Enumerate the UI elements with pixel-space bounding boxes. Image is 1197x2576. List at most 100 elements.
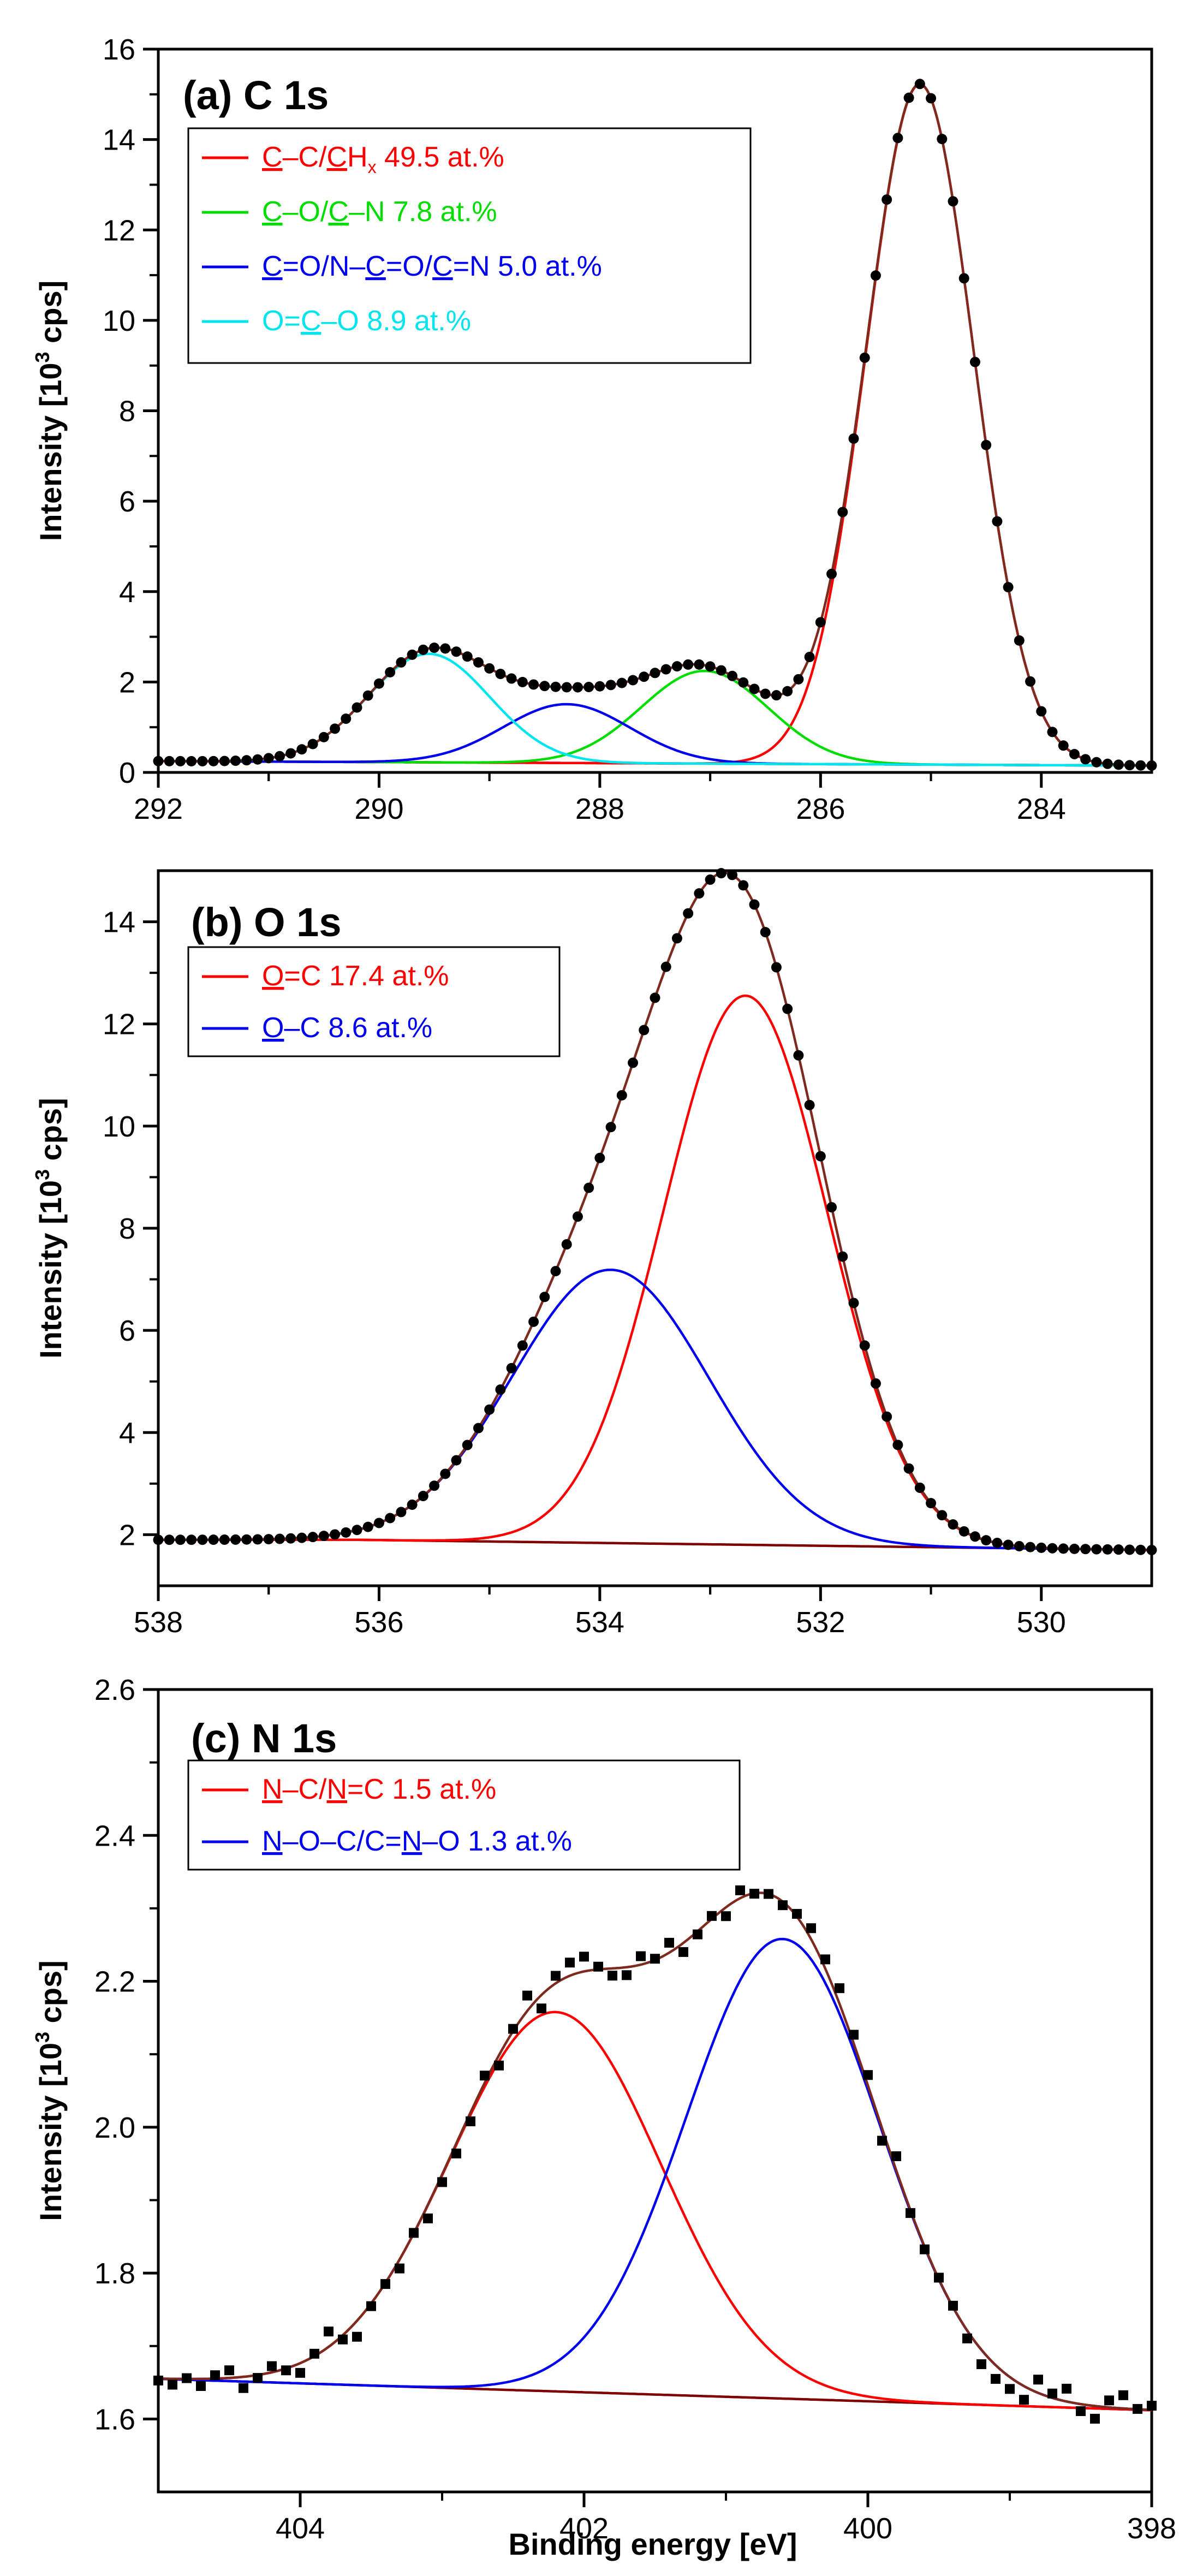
data-point xyxy=(650,992,660,1003)
data-point xyxy=(749,683,760,694)
legend-label: N–O–C/C=N–O 1.3 at.% xyxy=(262,1825,572,1857)
data-point xyxy=(330,1529,341,1540)
data-point xyxy=(296,744,307,755)
data-point xyxy=(462,651,473,662)
data-point xyxy=(285,748,296,759)
y-axis-title: Intensity [103 cps] xyxy=(31,1960,68,2221)
data-point xyxy=(782,1003,793,1014)
data-point xyxy=(863,2070,873,2080)
data-point xyxy=(948,2300,958,2311)
data-point xyxy=(926,93,937,104)
data-point xyxy=(517,1340,528,1351)
x-tick-label: 536 xyxy=(354,1606,403,1639)
x-tick-label: 530 xyxy=(1017,1606,1066,1639)
data-point xyxy=(1090,2413,1100,2424)
data-point xyxy=(175,1534,186,1545)
data-point xyxy=(727,870,738,881)
data-point xyxy=(175,755,186,766)
data-point xyxy=(628,1057,639,1068)
data-point xyxy=(537,2003,546,2014)
data-point xyxy=(992,516,1003,527)
data-point xyxy=(330,723,341,734)
component-line xyxy=(158,1268,1152,1551)
data-point xyxy=(561,682,572,693)
data-point xyxy=(409,2228,419,2238)
data-point xyxy=(958,273,969,284)
data-point xyxy=(362,690,373,701)
data-point xyxy=(804,651,815,662)
panel-title: (c) N 1s xyxy=(191,1716,337,1761)
data-point xyxy=(892,1439,903,1450)
data-point xyxy=(1014,635,1025,646)
data-point xyxy=(506,673,517,684)
component-line xyxy=(158,703,1152,767)
data-point xyxy=(480,2071,490,2081)
data-point xyxy=(815,1151,826,1162)
data-point xyxy=(870,1378,881,1389)
data-point xyxy=(937,1510,948,1521)
data-point xyxy=(423,2213,433,2223)
data-point xyxy=(806,1923,816,1934)
data-point xyxy=(1113,1544,1124,1555)
x-tick-label: 398 xyxy=(1127,2512,1176,2545)
data-point xyxy=(429,642,440,653)
y-tick-label: 4 xyxy=(119,576,135,609)
data-point xyxy=(318,1531,329,1542)
data-point xyxy=(506,1363,517,1373)
y-tick-label: 16 xyxy=(103,33,135,66)
data-point xyxy=(164,755,175,766)
data-point xyxy=(793,1050,804,1061)
legend-box xyxy=(187,1759,741,1871)
y-tick-label: 6 xyxy=(119,485,135,518)
x-tick-label: 290 xyxy=(354,793,403,825)
data-point xyxy=(495,1384,506,1395)
y-tick-label: 0 xyxy=(119,757,135,789)
data-point xyxy=(263,753,274,764)
data-point xyxy=(605,1122,616,1133)
data-point xyxy=(962,2333,972,2343)
data-point xyxy=(153,1534,164,1545)
data-point xyxy=(671,661,682,672)
data-point xyxy=(263,1534,274,1545)
data-point xyxy=(683,659,694,670)
data-point xyxy=(539,681,550,692)
x-tick-label: 532 xyxy=(796,1606,845,1639)
data-point xyxy=(197,1534,208,1545)
data-point xyxy=(948,196,958,207)
data-point xyxy=(309,2348,319,2359)
data-point xyxy=(1005,2384,1015,2394)
data-point xyxy=(473,657,484,668)
data-point xyxy=(969,1531,980,1542)
data-point xyxy=(462,1439,473,1450)
data-point xyxy=(252,754,263,765)
data-point xyxy=(1091,757,1102,768)
data-point xyxy=(466,2116,475,2127)
data-point xyxy=(1047,1543,1058,1554)
component-line xyxy=(158,994,1152,1551)
y-tick-label: 2.2 xyxy=(94,1966,135,1998)
x-tick-label: 538 xyxy=(134,1606,183,1639)
data-point xyxy=(508,2024,518,2034)
data-point xyxy=(274,751,285,762)
data-point xyxy=(196,2381,206,2391)
data-point xyxy=(835,1983,844,1994)
data-point xyxy=(616,677,627,688)
data-point xyxy=(594,681,605,692)
data-point xyxy=(628,675,639,686)
data-point xyxy=(705,874,716,885)
data-point xyxy=(395,2263,404,2274)
data-point xyxy=(937,134,948,145)
y-tick-label: 8 xyxy=(119,1212,135,1245)
data-point xyxy=(1069,1543,1080,1554)
data-point xyxy=(622,1970,632,1980)
x-tick-label: 288 xyxy=(575,793,624,825)
data-point xyxy=(958,1526,969,1537)
data-point xyxy=(849,2030,859,2040)
data-point xyxy=(550,681,561,692)
data-point xyxy=(981,1535,992,1546)
data-point xyxy=(153,755,164,766)
y-tick-label: 8 xyxy=(119,395,135,428)
legend-box xyxy=(187,946,561,1057)
legend-label: O–C 8.6 at.% xyxy=(262,1012,432,1044)
